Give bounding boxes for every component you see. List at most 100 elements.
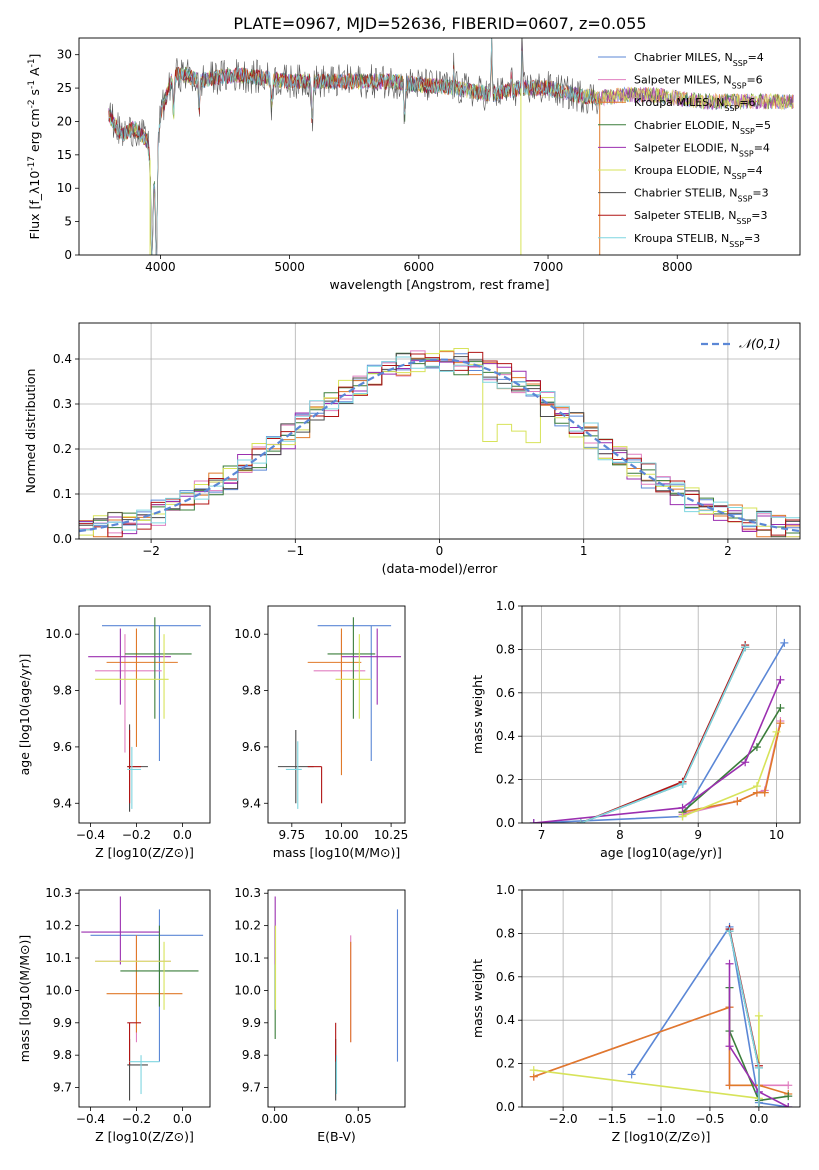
y-axis-label: mass weight	[470, 675, 485, 754]
x-tick-label: −0.2	[122, 1112, 151, 1126]
x-tick-label: 10.25	[374, 828, 408, 842]
x-tick-label: 8	[616, 828, 624, 842]
y-tick-label: 0.2	[496, 1057, 515, 1071]
legend-label: Kroupa STELIB, NSSP=3	[634, 232, 760, 249]
weight-marker-kroupa_stelib	[725, 927, 734, 936]
errorbar-salpeter_elodie	[81, 896, 160, 965]
y-axis-label: mass weight	[470, 959, 485, 1038]
weight-marker-kroupa_miles	[760, 788, 769, 797]
legend-gaussian-label: 𝒩(0,1)	[739, 336, 781, 351]
weight-marker-kroupa_elodie	[772, 727, 781, 736]
errorbar-kroupa_stelib	[285, 741, 302, 809]
histogram-kroupa_stelib	[79, 356, 800, 531]
errorbar-chabrier_elodie	[327, 617, 376, 719]
y-tick-label: 0.4	[496, 729, 515, 743]
errorbar-chabrier_elodie	[120, 925, 199, 1007]
weight-line-salpeter_elodie	[533, 679, 782, 823]
y-axis-label: Normed distribution	[23, 369, 38, 494]
y-tick-label: 0.4	[53, 352, 72, 366]
weight-marker-kroupa_stelib	[754, 1063, 763, 1072]
legend-label: Salpeter ELODIE, NSSP=4	[634, 141, 770, 158]
errorbar-kroupa_stelib	[127, 746, 142, 809]
x-tick-label: −1.0	[646, 1112, 675, 1126]
y-tick-label: 10.1	[45, 951, 72, 965]
x-tick-label: 0	[436, 544, 444, 558]
x-tick-label: 0.0	[173, 828, 192, 842]
y-tick-label: 9.7	[242, 1081, 261, 1095]
x-tick-label: 0.05	[345, 1112, 372, 1126]
axes-ebv-mass: 0.00 0.05 9.7 9.8 9.9 10.0 10.1 10.2 10.3 E(B-V)	[234, 886, 406, 1144]
y-tick-label: 9.8	[242, 684, 261, 698]
spectrum-line-chabrier_stelib	[108, 38, 600, 255]
y-tick-label: 9.8	[242, 1048, 261, 1062]
x-tick-label: −0.5	[695, 1112, 724, 1126]
weight-line-chabrier_miles	[630, 924, 789, 1107]
axes-z-age: −0.4 −0.2 0.0 9.4 9.6 9.8 10.0 Z [log10(Z/Z⊙)] a…	[17, 605, 211, 860]
histogram-salpeter_elodie	[79, 360, 800, 535]
axes-frame	[521, 889, 801, 1108]
axes-z-weight: −2.0 −1.5 −1.0 −0.5 0.0 0.0 0.2 0.4 0.6 0.8 1.0 Z […	[470, 883, 801, 1144]
y-tick-label: 10.0	[45, 627, 72, 641]
x-axis-label: Z [log10(Z/Z⊙)]	[95, 845, 194, 860]
weight-marker-kroupa_elodie	[678, 812, 687, 821]
y-tick-label: 20	[57, 114, 72, 128]
x-tick-label: 1	[580, 544, 588, 558]
legend-label: Chabrier MILES, NSSP=4	[634, 51, 764, 68]
y-tick-label: 9.8	[53, 1048, 72, 1062]
x-tick-label: 0.0	[749, 1112, 768, 1126]
y-tick-label: 0.0	[496, 816, 515, 830]
axes-frame	[78, 605, 211, 824]
weight-marker-chabrier_miles	[780, 638, 789, 647]
weight-line-chabrier_stelib	[580, 646, 746, 823]
weight-marker-kroupa_stelib	[754, 1103, 763, 1107]
y-tick-label: 0.0	[53, 532, 72, 546]
weight-marker-salpeter_elodie	[725, 1042, 734, 1051]
weight-line-kroupa_elodie	[533, 1015, 760, 1107]
weight-marker-salpeter_elodie	[776, 675, 785, 684]
weight-line-salpeter_stelib	[580, 644, 746, 823]
legend-label: Kroupa MILES, NSSP=6	[634, 96, 755, 113]
histogram-chabrier_miles	[79, 353, 800, 529]
x-tick-label: −0.2	[122, 828, 151, 842]
errorbar-salpeter_elodie	[341, 628, 402, 705]
y-tick-label: 0.6	[496, 686, 515, 700]
y-tick-label: 0.4	[496, 1013, 515, 1027]
y-tick-label: 9.4	[53, 796, 72, 810]
errorbar-chabrier_elodie	[124, 617, 192, 719]
y-tick-label: 0.2	[496, 773, 515, 787]
axes-frame	[267, 605, 406, 824]
axes-frame	[521, 605, 801, 824]
y-tick-label: 1.0	[496, 883, 515, 897]
x-tick-label: 5000	[274, 260, 305, 274]
axes-spectrum: 4000 5000 6000 7000 8000 0 5 10 15 20 25 30 waveleng…	[27, 37, 801, 292]
histogram-salpeter_stelib	[79, 351, 800, 538]
y-tick-label: 10.1	[234, 951, 261, 965]
weight-marker-salpeter_elodie	[725, 959, 734, 968]
y-tick-label: 15	[57, 148, 72, 162]
y-axis-label: age [log10(age/yr)]	[17, 654, 32, 776]
errorbar-salpeter_miles	[95, 634, 162, 753]
x-axis-label: mass [log10(M/M⊙)]	[273, 845, 401, 860]
x-tick-label: 4000	[145, 260, 176, 274]
x-tick-label: 7	[538, 828, 546, 842]
histogram-kroupa_miles	[79, 351, 800, 538]
plot-area-z-age	[88, 617, 201, 812]
x-tick-label: −0.4	[76, 1112, 105, 1126]
weight-marker-kroupa_miles	[776, 719, 785, 728]
errorbar-kroupa_miles	[307, 628, 362, 776]
legend-label: Salpeter MILES, NSSP=6	[634, 74, 763, 91]
plot-area-spectrum	[108, 38, 794, 255]
errorbar-chabrier_miles	[101, 625, 201, 761]
weight-marker-kroupa_miles	[733, 797, 742, 806]
y-tick-label: 0.8	[496, 926, 515, 940]
weight-marker-kroupa_elodie	[754, 1011, 763, 1020]
errorbar-salpeter_stelib	[127, 1022, 142, 1065]
errorbar-kroupa_stelib	[129, 1055, 160, 1095]
weight-marker-salpeter_miles	[784, 1081, 793, 1090]
x-tick-label: −2.0	[549, 1112, 578, 1126]
y-tick-label: 10.3	[234, 886, 261, 900]
axes-frame	[267, 889, 406, 1108]
weight-line-salpeter_elodie	[728, 963, 789, 1107]
plot-area-z-mass	[81, 896, 204, 1101]
histogram-kroupa_elodie	[79, 348, 800, 538]
